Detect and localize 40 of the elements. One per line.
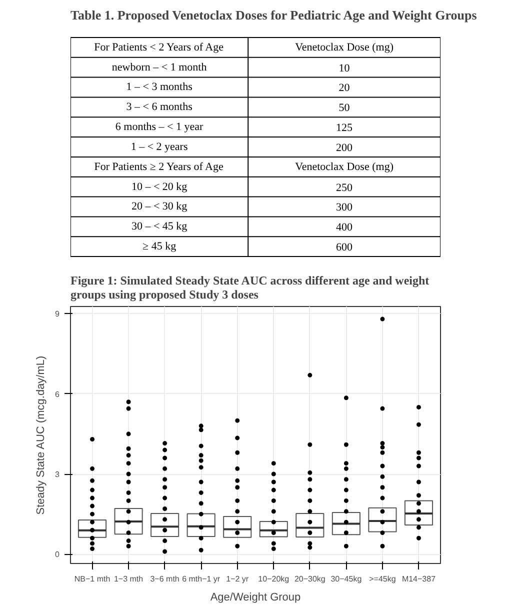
text: 3 – < 6 months	[126, 101, 192, 114]
y-tick-label: 0	[55, 550, 60, 560]
text: For Patients ≥ 2 Years of Age	[94, 160, 224, 173]
text: 200	[336, 142, 354, 154]
text: 300	[336, 202, 354, 214]
x-tick-label: >=45kg	[369, 574, 396, 584]
text: Venetoclax Dose (mg)	[295, 41, 394, 54]
text: 50	[338, 102, 350, 114]
text: 30 – < 45 kg	[131, 220, 188, 233]
text: 6 months – < 1 year	[115, 121, 204, 134]
text: newborn – < 1 month	[112, 61, 208, 74]
text: 250	[336, 182, 354, 194]
text: Venetoclax Dose (mg)	[295, 160, 394, 173]
text: Table 1. Proposed Venetoclax Doses for Pediatric Age and Weight Groups	[70, 8, 477, 22]
y-axis-title: Steady State AUC (mcg.day/mL)	[35, 356, 48, 515]
x-tick-label: 1−2 yr	[226, 574, 249, 584]
text: 400	[336, 222, 354, 234]
x-tick-label: 6 mth−1 yr	[182, 574, 220, 584]
text: ≥ 45 kg	[142, 240, 177, 253]
x-tick-label: 1−3 mth	[114, 574, 144, 584]
text: 20	[338, 82, 350, 94]
text: 125	[336, 122, 354, 134]
text: 1 – < 3 months	[126, 81, 192, 94]
chart-title: Figure 1: Simulated Steady State AUC across different age and weight groups using proposed Study 3 doses	[70, 274, 430, 302]
x-tick-label: 3−6 mth	[150, 574, 180, 584]
x-tick-label: 30−45kg	[330, 574, 362, 584]
x-tick-label: 20−30kg	[294, 574, 326, 584]
text: 10 – < 20 kg	[131, 180, 188, 193]
x-axis-title: Age/Weight Group	[210, 592, 301, 604]
text: 600	[336, 242, 354, 254]
x-tick-label: NB−1 mth	[74, 574, 110, 584]
y-tick-label: 6	[55, 390, 60, 399]
x-tick-label: 10−20kg	[258, 574, 290, 584]
text: 20 – < 30 kg	[131, 200, 188, 213]
text: 1 – < 2 years	[130, 140, 188, 153]
text: 10	[338, 62, 350, 74]
x-tick-label: M14−387	[402, 574, 436, 584]
y-tick-label: 9	[55, 310, 60, 319]
y-tick-label: 3	[55, 470, 60, 480]
text: For Patients < 2 Years of Age	[94, 41, 224, 54]
